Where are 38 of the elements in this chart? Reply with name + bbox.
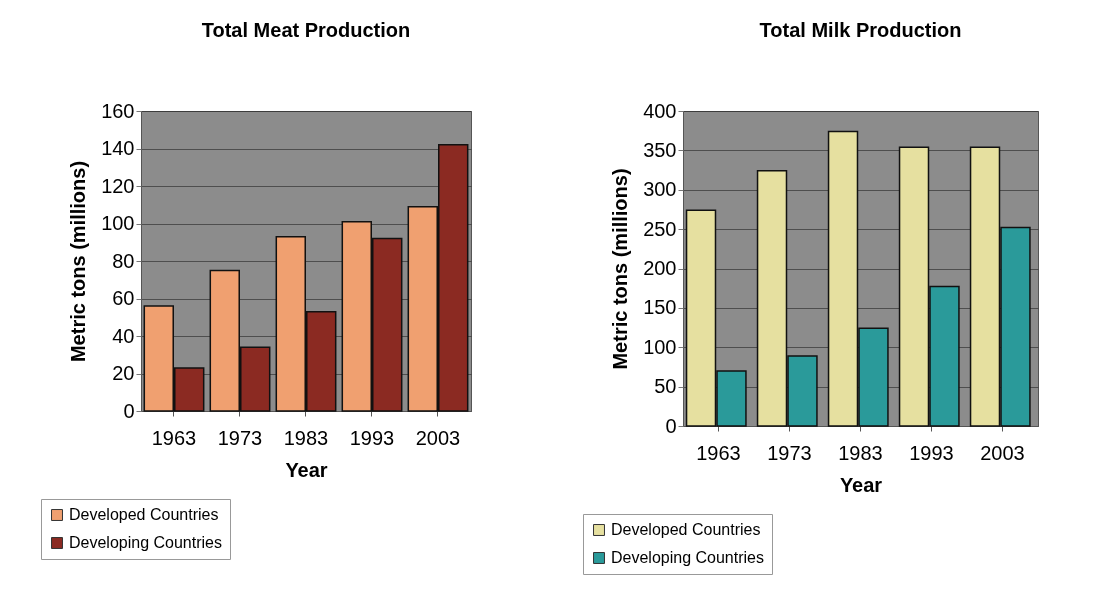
y-tick-label: 40 bbox=[112, 324, 135, 347]
chart-title: Total Milk Production bbox=[759, 19, 962, 41]
chart-title: Total Meat Production bbox=[201, 19, 411, 41]
y-tick-label: 300 bbox=[643, 178, 677, 201]
y-tick-label: 350 bbox=[643, 138, 677, 161]
y-tick-label: 80 bbox=[112, 249, 135, 272]
y-tick-label: 160 bbox=[101, 99, 135, 122]
y-tick-label: 200 bbox=[643, 257, 677, 279]
x-tick-label: 1973 bbox=[217, 426, 263, 449]
y-tick-label: 250 bbox=[643, 217, 677, 240]
y-tick-label: 20 bbox=[112, 362, 135, 384]
x-tick-label: 1963 bbox=[696, 441, 741, 464]
y-axis-title: Metric tons (millions) bbox=[67, 160, 90, 363]
y-tick-label: 140 bbox=[101, 137, 135, 159]
y-axis-title: Metric tons (millions) bbox=[609, 168, 632, 370]
x-axis-title: Year bbox=[285, 458, 328, 481]
x-tick-label: 2003 bbox=[415, 426, 461, 449]
legend-label: Developed Countries bbox=[69, 506, 219, 523]
x-tick-label: 1993 bbox=[909, 441, 954, 464]
legend-label: Developing Countries bbox=[69, 534, 222, 551]
legend-label: Developing Countries bbox=[611, 549, 764, 566]
x-tick-label: 1983 bbox=[838, 441, 883, 464]
y-tick-label: 0 bbox=[665, 414, 677, 437]
y-tick-label: 100 bbox=[643, 335, 677, 358]
y-tick-label: 60 bbox=[112, 287, 135, 309]
x-axis-title: Year bbox=[839, 473, 883, 496]
x-tick-label: 1983 bbox=[283, 426, 329, 449]
x-tick-label: 1973 bbox=[767, 441, 812, 464]
y-tick-label: 120 bbox=[101, 174, 135, 197]
x-tick-label: 1993 bbox=[349, 426, 395, 449]
y-tick-label: 400 bbox=[643, 99, 677, 122]
y-tick-label: 0 bbox=[123, 399, 135, 422]
y-tick-label: 50 bbox=[654, 375, 677, 398]
x-tick-label: 1963 bbox=[151, 426, 197, 449]
y-tick-label: 100 bbox=[101, 212, 135, 234]
y-tick-label: 150 bbox=[643, 296, 677, 319]
legend-label: Developed Countries bbox=[611, 521, 761, 538]
x-tick-label: 2003 bbox=[980, 441, 1025, 464]
